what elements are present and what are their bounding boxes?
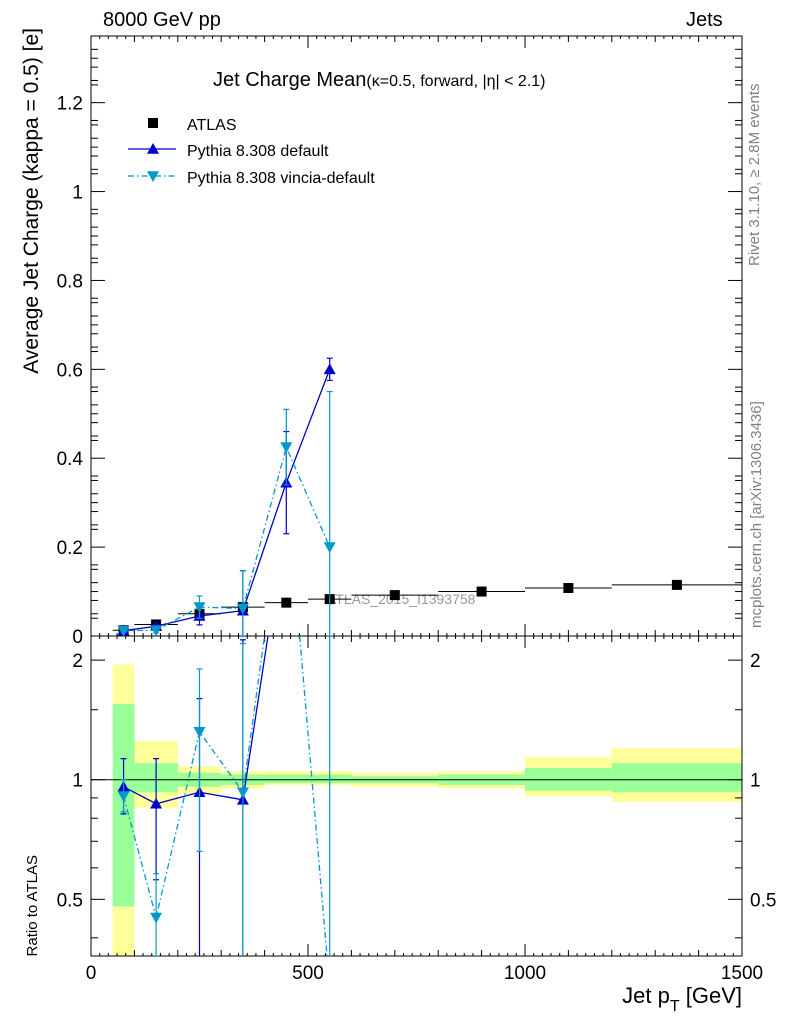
legend: ATLAS Pythia 8.308 default Pythia 8.308 vi… (128, 117, 375, 187)
x-axis-title: Jet pT [GeV] (622, 983, 742, 1015)
pythia-default-point (323, 363, 336, 375)
header-category: Jets (686, 9, 723, 31)
series-pythia-vincia (117, 390, 336, 636)
pythia-vincia-point (150, 625, 163, 636)
header-energy: 8000 GeV pp (103, 9, 221, 31)
y-tick-label: 0.8 (57, 271, 83, 292)
x-tick-label: 0 (86, 963, 97, 984)
atlas-point (389, 590, 400, 601)
ratio-y-tick-label: 2 (72, 651, 83, 672)
pythia-vincia-line (123, 445, 331, 632)
legend-pythia-vincia-label: Pythia 8.308 vincia-default (187, 170, 375, 187)
atlas-point (281, 597, 292, 608)
ratio-bands (91, 664, 742, 956)
chart-title: Jet Charge Mean(κ=0.5, forward, |η| < 2.… (213, 69, 545, 91)
mcplots-label: mcplots.cern.ch [arXiv:1306.3436] (748, 401, 765, 628)
y-tick-label: 0 (72, 627, 83, 648)
x-tick-label: 1000 (504, 963, 546, 984)
y-tick-label: 1.2 (57, 94, 83, 115)
series-atlas (112, 579, 742, 636)
legend-pythia-default-marker (147, 143, 159, 154)
ratio-pythia-vincia-point (193, 727, 206, 738)
rivet-version-label: Rivet 3.1.10, ≥ 2.8M events (746, 83, 763, 267)
ratio-plot-frame (90, 635, 743, 957)
ratio-pythia-vincia-point (236, 787, 249, 799)
series-pythia-default (117, 357, 336, 636)
y-tick-label: 0.2 (57, 538, 83, 559)
ratio-pythia-vincia-point (150, 912, 163, 924)
ratio-y-axis-title: Ratio to ATLAS (24, 855, 41, 956)
pythia-vincia-point (117, 625, 130, 636)
pythia-default-line (123, 369, 331, 632)
atlas-point (563, 583, 574, 593)
y-tick-label: 0.4 (57, 449, 84, 470)
pythia-vincia-point (280, 442, 293, 454)
legend-atlas-label: ATLAS (187, 117, 237, 134)
x-tick-label: 1500 (721, 963, 763, 984)
ratio-pythia-vincia-point (117, 791, 130, 802)
ratio-pythia-vincia-line (122, 636, 328, 956)
pythia-vincia-point (236, 603, 249, 615)
y-axis-title: Average Jet Charge (kappa = 0.5) [e] (20, 28, 43, 374)
uncertainty-band-green (611, 763, 742, 793)
ratio-y-tick-label-right: 2 (750, 651, 761, 672)
ratio-pythia-default-line (123, 636, 269, 805)
atlas-point (671, 579, 682, 590)
uncertainty-band-green (264, 774, 352, 784)
legend-pythia-vincia-marker (147, 171, 159, 182)
legend-pythia-default-label: Pythia 8.308 default (187, 143, 329, 160)
ratio-series-pythia-default (117, 639, 249, 956)
y-tick-label: 0.6 (57, 360, 83, 381)
ratio-y-tick-label: 0.5 (57, 890, 83, 911)
pythia-vincia-point (193, 602, 206, 614)
ratio-pythia-default-point (150, 797, 163, 809)
pythia-vincia-point (323, 542, 336, 554)
ratio-y-tick-label-right: 0.5 (750, 890, 776, 911)
main-y-axis-ticks (91, 35, 742, 637)
x-axis-ticks (90, 36, 743, 956)
x-tick-label: 500 (292, 963, 324, 984)
legend-atlas-marker (148, 118, 158, 128)
ratio-y-tick-label: 1 (72, 771, 83, 792)
ratio-series-pythia-vincia (117, 636, 336, 994)
ratio-y-axis-ticks (91, 659, 742, 939)
atlas-point (476, 586, 487, 597)
y-tick-label: 1 (72, 183, 83, 204)
ratio-pythia-vincia-point (324, 983, 336, 994)
ratio-y-tick-label-right: 1 (750, 771, 761, 792)
